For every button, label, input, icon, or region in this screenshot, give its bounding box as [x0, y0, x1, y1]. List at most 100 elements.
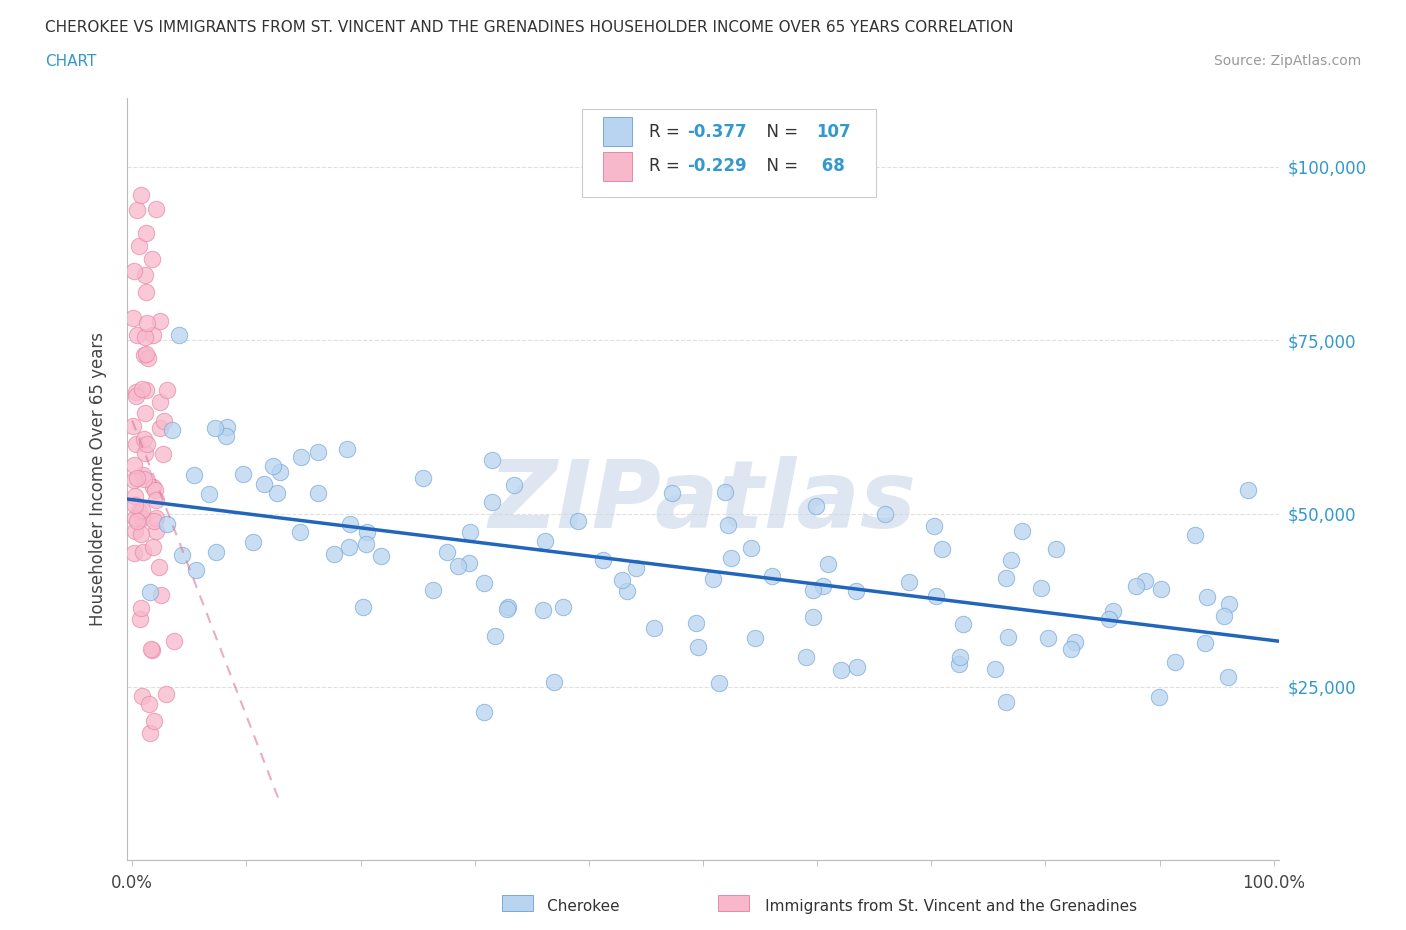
- FancyBboxPatch shape: [603, 152, 631, 180]
- Point: [156, 382, 179, 397]
- Point: [122, 311, 145, 325]
- Point: [145, 524, 167, 538]
- Point: [262, 458, 284, 473]
- Point: [138, 697, 160, 711]
- Point: [412, 471, 434, 485]
- Point: [124, 523, 146, 538]
- Point: [156, 516, 179, 531]
- Text: -0.377: -0.377: [688, 123, 747, 141]
- Point: [616, 583, 638, 598]
- Point: [1164, 655, 1187, 670]
- Point: [592, 552, 614, 567]
- Point: [124, 498, 146, 512]
- Point: [898, 575, 921, 590]
- Point: [813, 578, 835, 593]
- Point: [269, 464, 291, 479]
- Point: [128, 611, 150, 626]
- Point: [643, 621, 665, 636]
- Point: [134, 268, 156, 283]
- Point: [686, 640, 709, 655]
- Point: [661, 485, 683, 500]
- Point: [131, 381, 153, 396]
- Point: [1212, 608, 1234, 623]
- Point: [1218, 597, 1240, 612]
- Point: [307, 445, 329, 459]
- Point: [1236, 483, 1258, 498]
- Point: [323, 546, 346, 561]
- Point: [136, 351, 159, 365]
- Point: [952, 617, 974, 631]
- Point: [702, 572, 724, 587]
- Point: [1029, 581, 1052, 596]
- Text: -0.229: -0.229: [688, 157, 747, 175]
- Point: [931, 542, 953, 557]
- Point: [215, 419, 238, 434]
- Point: [436, 544, 458, 559]
- Point: [356, 525, 378, 539]
- Point: [139, 585, 162, 600]
- Point: [925, 589, 948, 604]
- Point: [804, 498, 827, 513]
- Point: [149, 313, 172, 328]
- Text: N =: N =: [756, 157, 803, 175]
- Point: [143, 713, 166, 728]
- FancyBboxPatch shape: [603, 117, 631, 146]
- Point: [761, 568, 783, 583]
- Point: [354, 537, 377, 551]
- Point: [447, 558, 470, 573]
- Point: [496, 602, 519, 617]
- Point: [1125, 578, 1147, 593]
- Point: [845, 659, 868, 674]
- Point: [496, 600, 519, 615]
- Point: [685, 616, 707, 631]
- Point: [1218, 670, 1240, 684]
- Point: [720, 551, 742, 565]
- Point: [948, 657, 970, 671]
- FancyBboxPatch shape: [582, 109, 876, 197]
- Point: [204, 420, 226, 435]
- Point: [1197, 590, 1219, 604]
- Point: [124, 511, 146, 525]
- Point: [145, 202, 167, 217]
- Point: [740, 540, 762, 555]
- Point: [149, 420, 172, 435]
- Point: [139, 726, 162, 741]
- Point: [135, 382, 157, 397]
- Point: [132, 545, 155, 560]
- Point: [131, 188, 153, 203]
- Point: [122, 472, 145, 487]
- Point: [1194, 635, 1216, 650]
- Point: [567, 513, 589, 528]
- Point: [337, 539, 360, 554]
- Point: [873, 507, 896, 522]
- Point: [801, 610, 824, 625]
- Point: [125, 389, 148, 404]
- Point: [624, 560, 647, 575]
- Point: [717, 517, 740, 532]
- Point: [253, 476, 276, 491]
- Point: [167, 328, 190, 343]
- Point: [172, 548, 194, 563]
- Point: [131, 468, 153, 483]
- Point: [610, 573, 633, 588]
- Point: [551, 599, 574, 614]
- Point: [135, 316, 157, 331]
- Point: [135, 346, 157, 361]
- Point: [474, 576, 496, 591]
- Point: [197, 486, 219, 501]
- Point: [124, 489, 146, 504]
- Point: [125, 471, 148, 485]
- Point: [132, 472, 155, 486]
- Point: [288, 525, 311, 540]
- Point: [142, 540, 165, 555]
- Point: [1045, 541, 1067, 556]
- Point: [801, 582, 824, 597]
- Point: [744, 631, 766, 645]
- Point: [141, 251, 163, 266]
- Point: [160, 422, 183, 437]
- Point: [134, 445, 156, 460]
- Text: N =: N =: [756, 123, 803, 141]
- Point: [1133, 573, 1156, 588]
- Point: [135, 285, 157, 299]
- Text: Source: ZipAtlas.com: Source: ZipAtlas.com: [1213, 54, 1361, 68]
